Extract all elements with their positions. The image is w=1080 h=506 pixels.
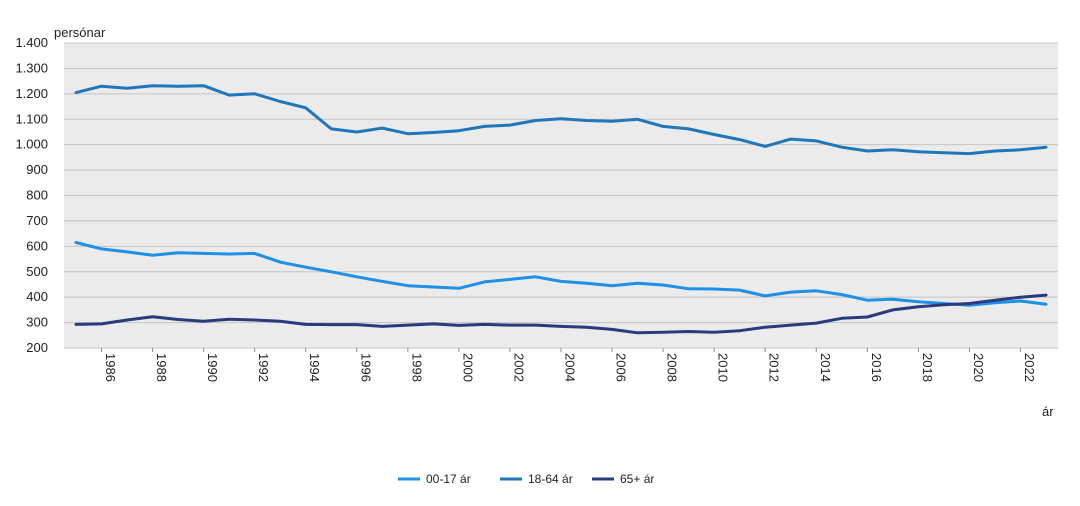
x-tick-label-2022: 2022 xyxy=(1022,353,1037,382)
legend-label-65plus--r: 65+ ár xyxy=(620,472,654,486)
x-tick-label-2004: 2004 xyxy=(563,353,578,382)
y-tick-label-500: 500 xyxy=(26,264,48,279)
x-tick-label-2016: 2016 xyxy=(869,353,884,382)
x-tick-label-2014: 2014 xyxy=(818,353,833,382)
legend-label-00-17--r: 00-17 ár xyxy=(426,472,471,486)
y-tick-label-900: 900 xyxy=(26,162,48,177)
y-axis-label: persónar xyxy=(54,25,106,40)
y-tick-label-1200: 1.200 xyxy=(15,86,48,101)
y-tick-label-1400: 1.400 xyxy=(15,35,48,50)
x-tick-label-2000: 2000 xyxy=(460,353,475,382)
x-axis-label: ár xyxy=(1042,404,1054,419)
x-tick-label-1996: 1996 xyxy=(358,353,373,382)
x-tick-label-2010: 2010 xyxy=(716,353,731,382)
y-tick-label-1100: 1.100 xyxy=(15,111,48,126)
x-tick-label-1994: 1994 xyxy=(307,353,322,382)
series-line-00-17--r xyxy=(74,241,1048,307)
y-tick-label-1300: 1.300 xyxy=(15,60,48,75)
legend-item-18-64--r: 18-64 ár xyxy=(500,472,573,486)
legend-label-18-64--r: 18-64 ár xyxy=(528,472,573,486)
y-tick-label-300: 300 xyxy=(26,315,48,330)
x-tick-label-2006: 2006 xyxy=(614,353,629,382)
x-tick-label-1992: 1992 xyxy=(256,353,271,382)
x-tick-label-2002: 2002 xyxy=(511,353,526,382)
x-tick-label-2020: 2020 xyxy=(971,353,986,382)
x-tick-label-2008: 2008 xyxy=(665,353,680,382)
series-line-18-64--r xyxy=(74,84,1048,156)
y-tick-label-700: 700 xyxy=(26,213,48,228)
x-tick-label-1986: 1986 xyxy=(103,353,118,382)
y-tick-label-400: 400 xyxy=(26,289,48,304)
legend-item-00-17--r: 00-17 ár xyxy=(398,472,471,486)
y-tick-label-800: 800 xyxy=(26,188,48,203)
x-tick-label-2018: 2018 xyxy=(920,353,935,382)
legend-item-65plus--r: 65+ ár xyxy=(592,472,654,486)
x-tick-label-1998: 1998 xyxy=(409,353,424,382)
series-line-65plus--r xyxy=(74,293,1048,335)
x-tick-label-2012: 2012 xyxy=(767,353,782,382)
y-tick-label-200: 200 xyxy=(26,340,48,355)
x-tick-label-1988: 1988 xyxy=(154,353,169,382)
y-tick-label-1000: 1.000 xyxy=(15,137,48,152)
x-tick-label-1990: 1990 xyxy=(205,353,220,382)
y-tick-label-600: 600 xyxy=(26,238,48,253)
